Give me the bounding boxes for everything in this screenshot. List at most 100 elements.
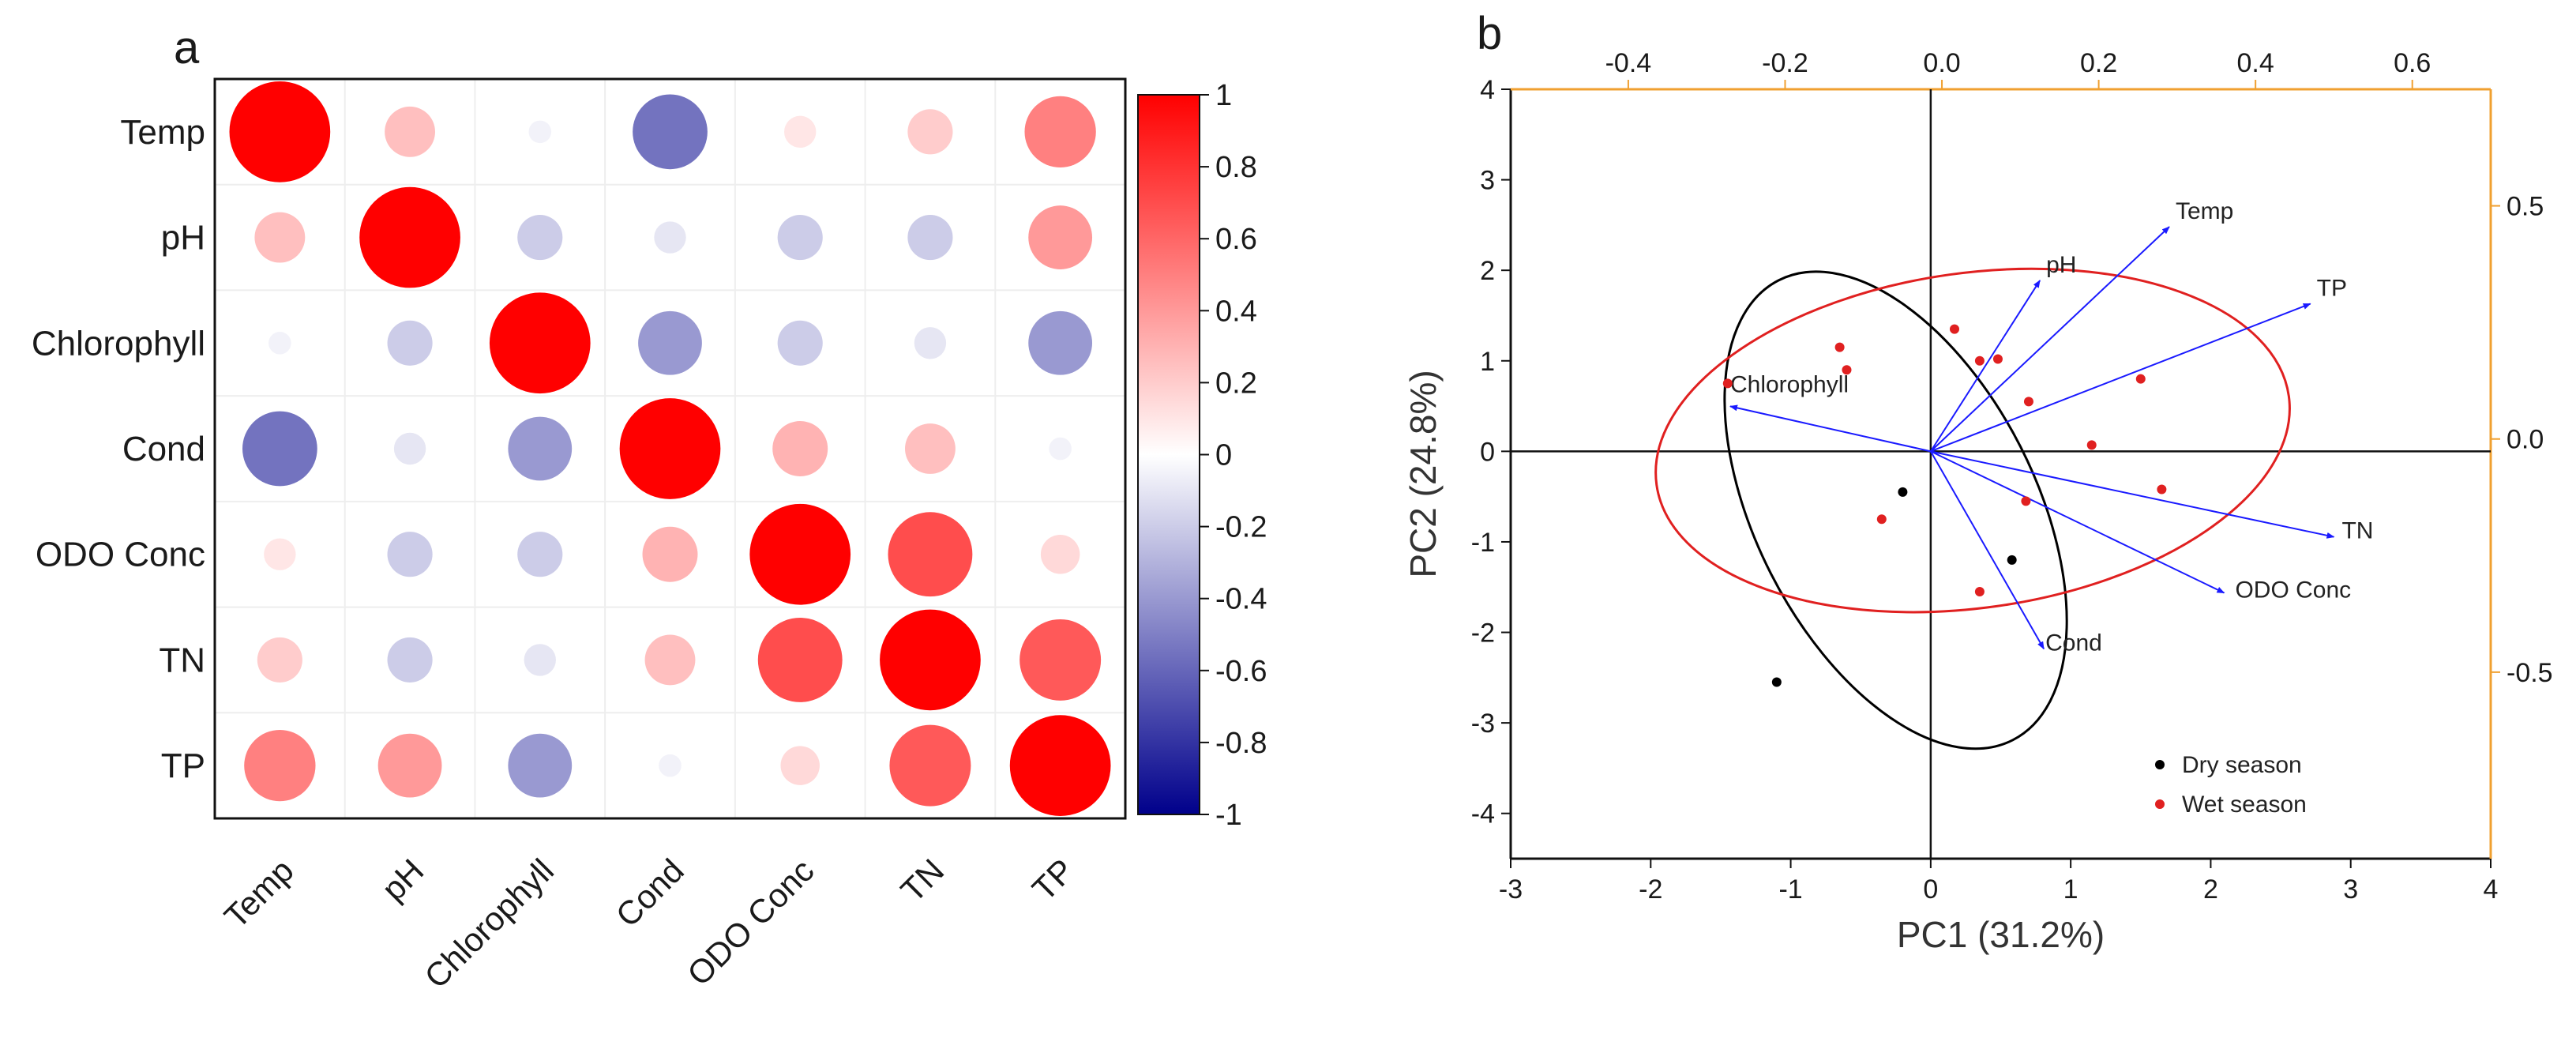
colorbar: 1 0.8 0.6 0.4 0.2 0 -0.2 -0.4 -0.6 -0.8 -1 <box>1137 79 1267 832</box>
corr-circle-odo-conc-ph <box>387 532 433 577</box>
point-dry-season <box>1898 487 1908 497</box>
corr-circle-chlorophyll-chlorophyll <box>489 292 591 394</box>
row-label-temp: Temp <box>120 113 205 152</box>
point-dry-season <box>2007 555 2017 565</box>
point-wet-season <box>2157 484 2167 495</box>
x-tick-label: 2 <box>2203 874 2218 904</box>
legend-marker-wet-season <box>2155 799 2165 809</box>
corr-circle-cond-chlorophyll <box>508 416 573 481</box>
corr-circle-tn-cond <box>644 634 696 686</box>
corr-circle-tn-ph <box>387 637 433 683</box>
corr-circle-temp-ph <box>385 106 435 157</box>
top-tick-label: -0.2 <box>1762 48 1808 78</box>
corr-circle-odo-conc-cond <box>642 526 698 582</box>
colorbar-tick-label: 0.6 <box>1215 223 1257 256</box>
loading-label-cond: Cond <box>2045 630 2102 656</box>
point-wet-season <box>1992 354 2003 364</box>
corr-circle-tp-odo-conc <box>780 746 820 785</box>
colorbar-tick-label: -0.2 <box>1215 511 1267 544</box>
loading-label-chlorophyll: Chlorophyll <box>1730 371 1849 397</box>
corr-circle-ph-temp <box>254 212 306 263</box>
point-wet-season <box>1949 324 1959 334</box>
loading-label-tp: TP <box>2317 276 2347 302</box>
top-tick-label: 0.6 <box>2394 48 2431 78</box>
corr-circle-chlorophyll-ph <box>387 320 433 366</box>
y-tick-label: -4 <box>1471 799 1495 829</box>
corr-circle-temp-cond <box>633 94 708 170</box>
loading-arrow-ph <box>1930 280 2041 452</box>
ellipse-wet-season <box>1654 267 2291 614</box>
top-tick-label: 0.2 <box>2080 48 2117 78</box>
corr-circle-temp-tp <box>1024 96 1096 168</box>
corr-circle-tn-tn <box>880 609 981 711</box>
point-wet-season <box>1722 378 1733 389</box>
col-label-tn: TN <box>893 852 951 909</box>
corr-circle-temp-odo-conc <box>784 115 817 149</box>
y-axis-label: PC2 (24.8%) <box>1403 370 1444 577</box>
corr-circle-tp-chlorophyll <box>508 733 573 798</box>
right-tick-label: 0.5 <box>2507 192 2544 222</box>
y-tick-label: -3 <box>1471 709 1495 739</box>
point-wet-season <box>1876 514 1887 525</box>
corr-circle-chlorophyll-tn <box>914 327 947 359</box>
colorbar-tick-label: -0.4 <box>1215 583 1267 616</box>
colorbar-tick-label: -0.6 <box>1215 655 1267 688</box>
panel-a-letter: a <box>174 22 200 73</box>
x-tick-label: -2 <box>1639 874 1662 904</box>
right-tick-label: -0.5 <box>2507 658 2553 688</box>
corr-circle-tp-tp <box>1009 715 1111 816</box>
row-label-ph: pH <box>161 219 205 258</box>
colorbar-tick-label: 0 <box>1215 439 1232 472</box>
row-label-odo-conc: ODO Conc <box>36 536 205 574</box>
loading-label-temp: Temp <box>2176 198 2233 224</box>
point-wet-season <box>2023 397 2033 407</box>
loading-arrow-tp <box>1930 303 2311 453</box>
col-label-temp: Temp <box>217 852 301 935</box>
corr-circle-odo-conc-temp <box>264 538 296 570</box>
loading-arrow-tn <box>1930 450 2335 539</box>
corr-circle-tp-tn <box>889 724 971 807</box>
corr-circle-temp-chlorophyll <box>528 120 552 144</box>
corr-circle-tp-ph <box>377 733 442 798</box>
col-label-tp: TP <box>1025 852 1081 908</box>
corr-circle-temp-temp <box>229 81 331 182</box>
top-tick-label: 0.4 <box>2237 48 2274 78</box>
colorbar-tick-label: 0.2 <box>1215 367 1257 400</box>
loading-arrow-temp <box>1930 226 2170 453</box>
corr-circle-tn-tp <box>1020 619 1102 701</box>
colorbar-tick-label: -1 <box>1215 799 1242 832</box>
pca-biplot: -3 -2 -1 0 1 2 3 4 4 3 2 1 0 -1 -2 -3 -4 -0.4 -0.2 0.0 0.2 0.… <box>1403 48 2553 955</box>
corr-circle-cond-ph <box>393 432 426 465</box>
point-wet-season <box>1842 365 1852 375</box>
top-tick-label: -0.4 <box>1605 48 1652 78</box>
corr-circle-odo-conc-tn <box>888 512 973 597</box>
corr-circle-tn-odo-conc <box>757 618 843 702</box>
corr-circle-ph-tn <box>907 215 953 261</box>
y-tick-label: 1 <box>1480 347 1495 377</box>
corr-circle-chlorophyll-tp <box>1028 310 1093 375</box>
colorbar-tick-label: -0.8 <box>1215 727 1267 760</box>
row-label-tn: TN <box>159 641 205 679</box>
matrix-frame <box>213 77 1127 820</box>
y-tick-label: 4 <box>1480 75 1495 105</box>
corr-circle-cond-temp <box>242 411 317 487</box>
corr-circle-tn-chlorophyll <box>524 644 556 676</box>
top-tick-label: 0.0 <box>1923 48 1960 78</box>
corr-circle-chlorophyll-cond <box>638 310 702 375</box>
loading-label-odo-conc: ODO Conc <box>2235 577 2351 604</box>
colorbar-gradient <box>1137 94 1200 815</box>
corr-circle-chlorophyll-temp <box>268 332 291 355</box>
corr-circle-tp-temp <box>244 729 316 802</box>
point-wet-season <box>1974 586 1985 596</box>
col-label-cond: Cond <box>609 852 691 934</box>
point-dry-season <box>1771 677 1782 687</box>
corr-circle-odo-conc-tp <box>1040 534 1080 574</box>
point-wet-season <box>1834 342 1845 352</box>
y-tick-label: -2 <box>1471 619 1495 649</box>
y-tick-label: 0 <box>1480 437 1495 467</box>
corr-circle-odo-conc-chlorophyll <box>517 532 563 577</box>
colorbar-tick-label: 0.8 <box>1215 151 1257 184</box>
x-tick-label: 3 <box>2343 874 2358 904</box>
panel-b-letter: b <box>1477 8 1502 59</box>
